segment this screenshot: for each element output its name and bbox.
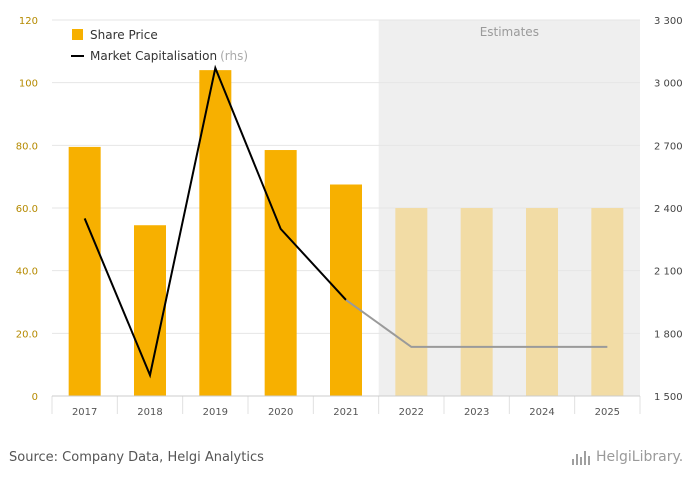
chart: Estimates 0 1 500 20.0 1 800 40.0 2 100 60.0 2 … [16, 16, 683, 418]
y-right-tick-label: 2 100 [654, 267, 683, 278]
bar-share-price [330, 184, 362, 396]
x-tick-label: 2018 [137, 407, 162, 418]
x-tick-label: 2024 [529, 407, 554, 418]
x-tick-label: 2019 [203, 407, 228, 418]
x-tick-label: 2020 [268, 407, 293, 418]
y-left-tick-label: 120 [19, 16, 38, 27]
y-right-tick-label: 3 300 [654, 16, 683, 27]
y-right-tick-label: 1 800 [654, 329, 683, 340]
y-right-tick-label: 1 500 [654, 392, 683, 403]
line-market-cap-actual [83, 64, 347, 379]
x-tick-label: 2023 [464, 407, 489, 418]
library-icon [572, 449, 592, 465]
y-left-tick-label: 40.0 [16, 267, 38, 278]
y-left-tick-label: 60.0 [16, 204, 38, 215]
legend-rhs-suffix: (rhs) [220, 49, 248, 63]
brand-logo: HelgiLibrary. [572, 449, 683, 465]
y-left-tick-label: 80.0 [16, 141, 38, 152]
estimates-label: Estimates [480, 25, 539, 39]
x-tick-label: 2025 [595, 407, 620, 418]
bar-share-price [395, 208, 428, 396]
bar-share-price [591, 208, 624, 396]
y-left-tick-label: 0 [32, 392, 38, 403]
bar-share-price [526, 208, 558, 396]
line-market-cap-estimate [345, 299, 608, 348]
legend-label-market-cap: Market Capitalisation (rhs) [90, 49, 248, 63]
x-tick-label: 2021 [333, 407, 358, 418]
y-right-tick-label: 2 400 [654, 204, 683, 215]
legend-swatch-share-price [72, 29, 83, 40]
bar-share-price [68, 146, 101, 396]
y-right-tick-label: 3 000 [654, 79, 683, 90]
y-left-tick-label: 100 [19, 79, 38, 90]
y-right-tick-label: 2 700 [654, 141, 683, 152]
bar-share-price [134, 225, 166, 396]
legend-label-share-price: Share Price [90, 28, 158, 42]
y-left-tick-label: 20.0 [16, 329, 38, 340]
brand-name: HelgiLibrary. [596, 449, 684, 465]
bar-share-price [460, 208, 493, 396]
bar-share-price [199, 70, 232, 396]
x-tick-label: 2017 [72, 407, 97, 418]
bar-share-price [264, 150, 297, 396]
x-tick-label: 2022 [399, 407, 424, 418]
source-note: Source: Company Data, Helgi Analytics [9, 450, 264, 465]
